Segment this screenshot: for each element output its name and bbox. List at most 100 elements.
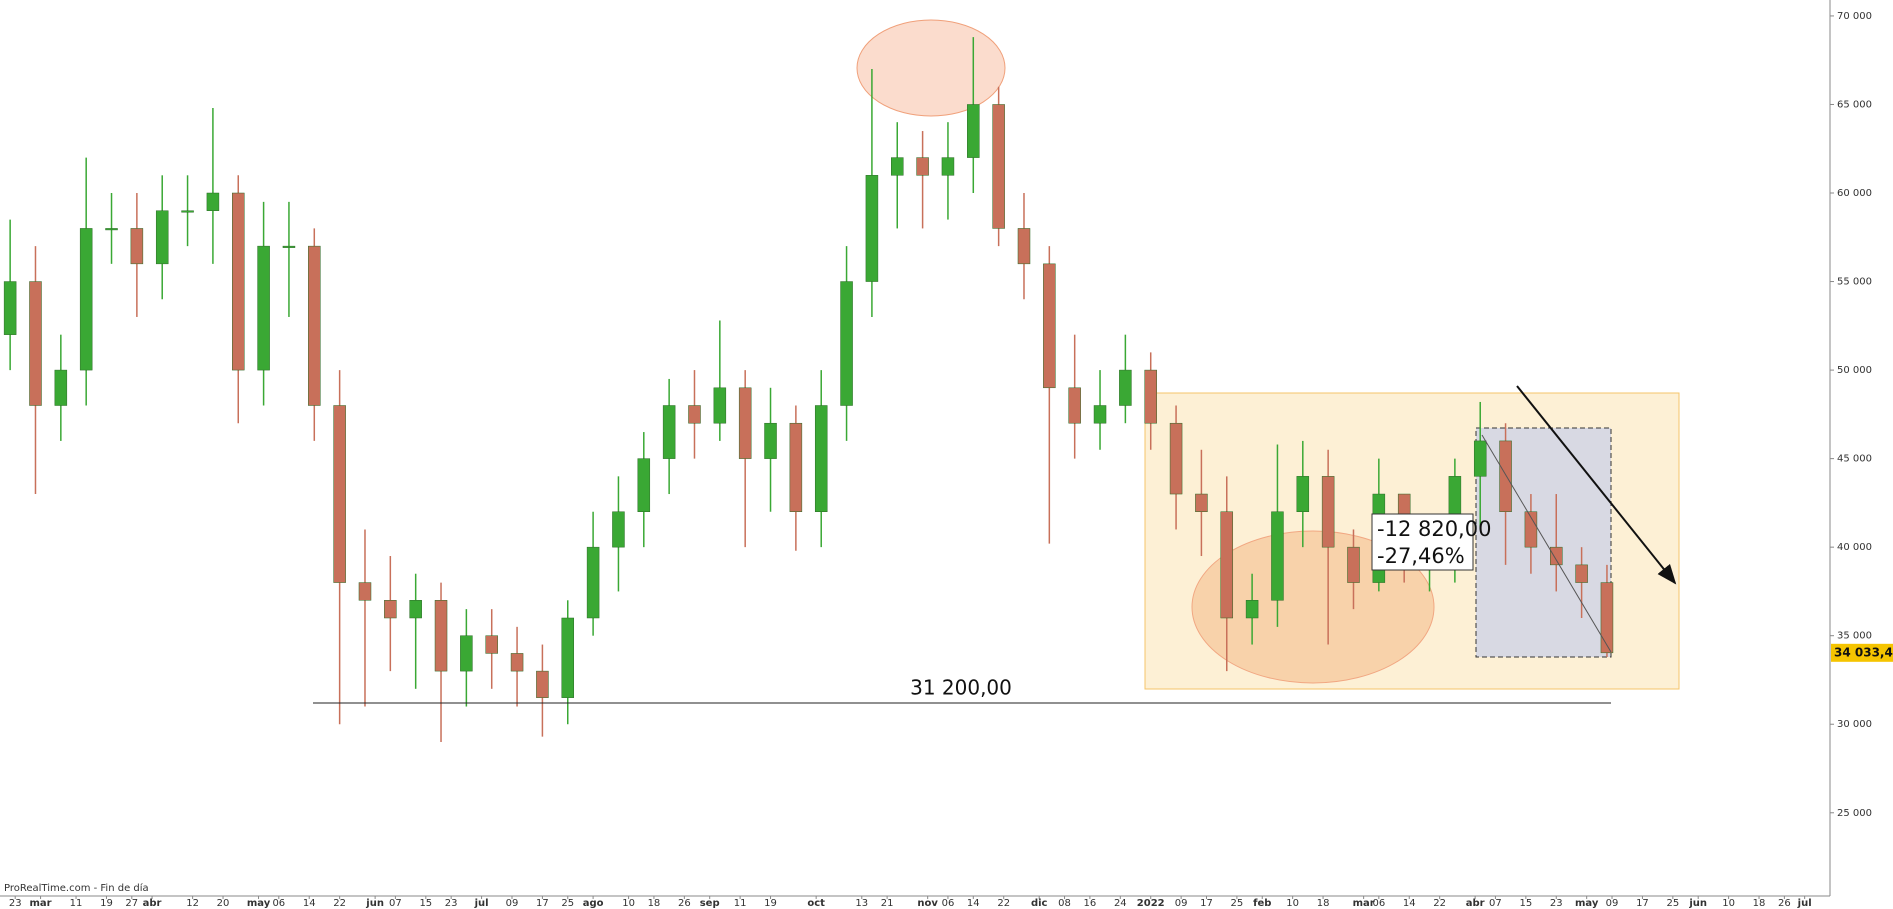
x-tick-label: 15 [419, 898, 432, 909]
x-tick-label: 23 [9, 898, 22, 909]
x-tick-label: 17 [1636, 898, 1649, 909]
x-tick-label: 19 [764, 898, 777, 909]
candle-body [764, 422, 777, 459]
y-tick-label: 55 000 [1837, 277, 1872, 288]
x-tick-label: 17 [536, 898, 549, 909]
x-tick-label: 15 [1519, 898, 1532, 909]
support-label: 31 200,00 [910, 675, 1012, 699]
candle-body [1017, 228, 1031, 265]
candle-body [29, 281, 42, 406]
candle-body [1093, 405, 1107, 424]
x-tick-label: 2022 [1137, 898, 1165, 909]
x-tick-label: may [1575, 898, 1599, 909]
y-tick-label: 70 000 [1837, 11, 1872, 22]
x-tick-label: 06 [272, 898, 285, 909]
x-tick-label: 11 [734, 898, 747, 909]
annotations [856, 19, 1680, 690]
candle-body [105, 228, 118, 231]
candle-body [1043, 263, 1056, 389]
x-tick-label: 17 [1200, 898, 1213, 909]
candle-body [1473, 440, 1487, 477]
x-tick-label: 11 [70, 898, 83, 909]
candle-body [561, 617, 575, 698]
x-tick-label: 26 [678, 898, 691, 909]
y-tick-label: 60 000 [1837, 188, 1872, 199]
x-tick-label: 19 [100, 898, 113, 909]
x-tick-label: 14 [1403, 898, 1416, 909]
x-tick-label: mar [1353, 898, 1375, 909]
x-tick-label: jun [365, 898, 384, 909]
x-tick-label: 16 [1084, 898, 1097, 909]
candle-body [992, 104, 1005, 229]
candle-body [637, 458, 651, 512]
candle-body [333, 405, 346, 583]
candle-body [713, 387, 727, 424]
candle-body [1296, 476, 1310, 512]
x-tick-label: 18 [648, 898, 661, 909]
candle-body [54, 369, 68, 406]
x-tick-label: 10 [622, 898, 635, 909]
x-tick-label: dic [1031, 898, 1048, 909]
y-tick-label: 40 000 [1837, 542, 1872, 553]
candle-body [1321, 476, 1335, 548]
y-tick-label: 65 000 [1837, 99, 1872, 110]
y-tick-label: 50 000 [1837, 365, 1872, 376]
candle-body [257, 245, 270, 371]
candle-body [1119, 369, 1132, 406]
candle-body [662, 405, 676, 459]
trend-line [1481, 434, 1612, 653]
x-tick-label: 12 [186, 898, 199, 909]
x-tick-label: 26 [1778, 898, 1791, 909]
candle-body [1195, 493, 1208, 512]
x-tick-label: abr [143, 898, 162, 909]
candle-body [1169, 422, 1183, 495]
candle-body [612, 511, 625, 548]
x-tick-label: 20 [217, 898, 230, 909]
percent-label: -27,46% [1377, 544, 1465, 568]
candle-body [865, 175, 879, 282]
x-tick-label: 24 [1114, 898, 1127, 909]
change-label: -12 820,00 [1377, 517, 1491, 541]
candle-body [1271, 511, 1284, 601]
x-tick-label: 06 [942, 898, 955, 909]
x-tick-label: 25 [1231, 898, 1244, 909]
x-tick-label: 22 [997, 898, 1010, 909]
x-tick-label: 22 [1433, 898, 1446, 909]
x-tick-label: 13 [855, 898, 868, 909]
candle-body [434, 600, 448, 672]
x-tick-label: jun [1688, 898, 1707, 909]
x-tick-label: 09 [506, 898, 519, 909]
top-ellipse [856, 19, 1006, 117]
candle-body [1550, 546, 1563, 566]
x-tick-label: 25 [561, 898, 574, 909]
candle-body [916, 157, 929, 176]
overlays: -12 820,00 -27,46% ProRealTime.com - Fin… [4, 385, 1893, 894]
y-tick-label: 25 000 [1837, 808, 1872, 819]
x-tick-label: 27 [125, 898, 138, 909]
candle-body [891, 157, 904, 176]
x-tick-label: 18 [1317, 898, 1330, 909]
arrow [1516, 385, 1677, 585]
candle-body [1068, 387, 1081, 424]
x-tick-label: 10 [1286, 898, 1299, 909]
candle-body [308, 245, 321, 406]
candle-body [688, 405, 701, 424]
x-tick-label: sep [700, 898, 720, 909]
candle-body [232, 192, 245, 371]
x-tick-label: may [247, 898, 271, 909]
x-tick-label: 18 [1753, 898, 1766, 909]
x-tick-label: 10 [1722, 898, 1735, 909]
x-tick-label: nov [917, 898, 938, 909]
x-tick-label: jul [474, 898, 489, 909]
candle-body [840, 281, 853, 406]
x-tick-label: 22 [333, 898, 346, 909]
x-tick-label: 23 [445, 898, 458, 909]
x-tick-label: 08 [1058, 898, 1071, 909]
candle-body [384, 600, 397, 619]
change-box [1371, 513, 1474, 571]
x-tick-label: jul [1797, 898, 1812, 909]
y-tick-label: 30 000 [1837, 719, 1872, 730]
drop-zone [1475, 427, 1612, 658]
candle-body [1524, 511, 1538, 548]
